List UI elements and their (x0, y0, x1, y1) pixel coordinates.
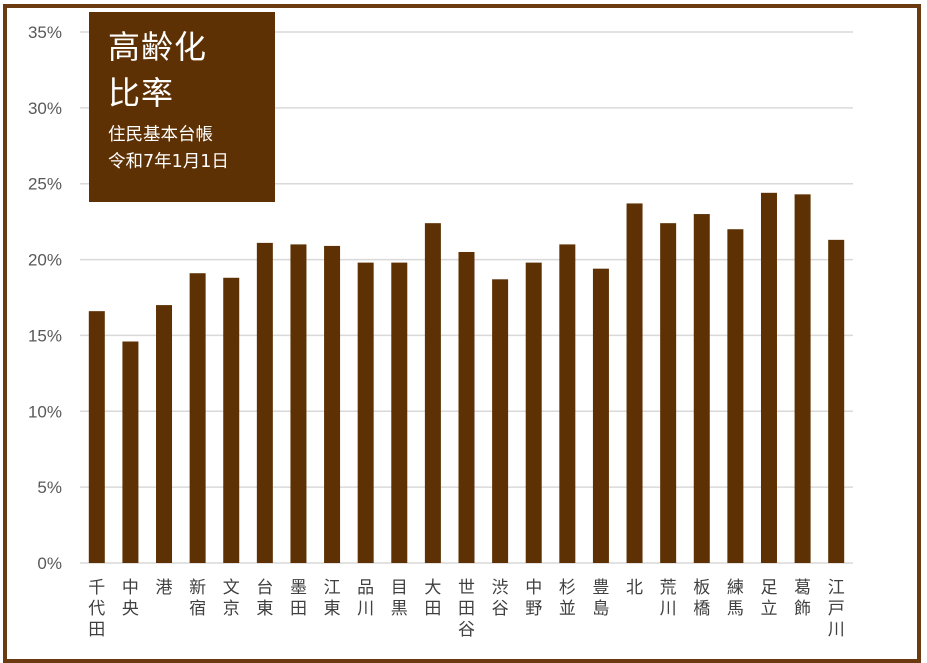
x-tick-label: 練馬 (727, 578, 744, 619)
y-tick-label: 30% (28, 99, 62, 118)
bar (391, 262, 408, 563)
bar (324, 245, 341, 563)
x-tick-label: 港 (156, 578, 173, 598)
title-box: 高齢化比率 住民基本台帳 令和7年1月1日 (89, 12, 275, 202)
bar (88, 311, 105, 563)
y-axis-ticks: 0% 5% 10% 15% 20% 25% 30% 35% (28, 23, 62, 573)
x-tick-label: 江東 (324, 578, 341, 619)
bar (559, 244, 576, 563)
x-tick-label: 目黒 (391, 578, 408, 619)
x-tick-label: 大田 (424, 578, 441, 619)
x-tick-label: 江戸川 (828, 578, 845, 640)
bar (122, 341, 139, 563)
y-tick-label: 25% (28, 175, 62, 194)
bar (525, 262, 542, 563)
x-tick-label: 世田谷 (458, 578, 475, 640)
y-tick-label: 35% (28, 23, 62, 42)
bars (88, 192, 845, 564)
x-tick-label: 中央 (122, 578, 139, 619)
y-tick-label: 5% (37, 478, 62, 497)
bar (727, 229, 744, 563)
y-tick-label: 10% (28, 402, 62, 421)
bar (256, 242, 273, 563)
x-tick-label: 文京 (223, 578, 240, 619)
x-tick-label: 千代田 (88, 578, 105, 640)
chart-subtitle-date: 令和7年1月1日 (108, 152, 229, 172)
bar (828, 239, 845, 563)
x-tick-label: 葛飾 (794, 578, 811, 619)
bar (357, 262, 374, 563)
bar (458, 251, 475, 563)
x-tick-label: 北 (626, 578, 643, 598)
bar (760, 192, 777, 563)
bar (290, 244, 307, 563)
y-tick-label: 0% (37, 554, 62, 573)
chart-frame (3, 4, 921, 663)
y-tick-label: 15% (28, 326, 62, 345)
bar (156, 305, 173, 563)
bar (492, 279, 509, 563)
x-tick-label: 足立 (760, 578, 777, 619)
chart-title: 高齢化比率 (108, 28, 208, 112)
x-tick-label: 豊島 (592, 578, 609, 619)
x-tick-label: 荒川 (660, 578, 677, 619)
bar (660, 223, 677, 563)
x-tick-label: 新宿 (189, 578, 206, 619)
x-tick-label: 杉並 (559, 578, 576, 619)
x-tick-label: 台東 (256, 578, 273, 619)
bar (626, 203, 643, 564)
bar (693, 214, 710, 564)
x-tick-label: 板橋 (693, 578, 710, 619)
bar (424, 223, 441, 563)
bar (794, 194, 811, 563)
bar (592, 268, 609, 563)
bar (223, 277, 240, 563)
y-tick-label: 20% (28, 251, 62, 270)
chart-subtitle-source: 住民基本台帳 (108, 125, 213, 145)
x-tick-label: 墨田 (290, 578, 307, 619)
x-tick-label: 中野 (525, 578, 542, 619)
bar (189, 273, 206, 563)
x-tick-label: 渋谷 (492, 578, 509, 619)
x-tick-label: 品川 (357, 578, 374, 619)
